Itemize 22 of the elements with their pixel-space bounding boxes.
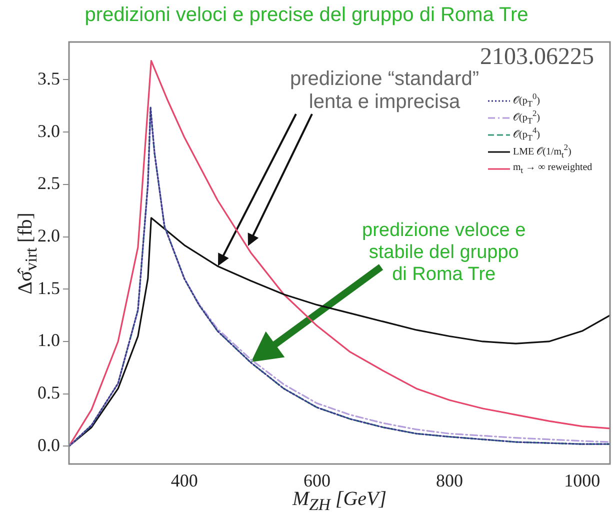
legend-label: 𝒪(p$_{T}$$^{4}$) [513,126,540,143]
y-tick-label: 3.5 [38,68,60,88]
x-tick-label: 1000 [564,470,600,491]
x-tick-label: 400 [170,470,198,491]
x-tick-label: 600 [303,470,330,491]
x-tick-label: 800 [436,470,464,491]
y-tick-label: 0.0 [38,434,60,455]
chart-title: predizioni veloci e precise del gruppo di Roma Tre [84,4,530,27]
y-tick-label: 3.0 [38,120,60,141]
x-axis-title: M$_{ZH}$ [GeV] [292,488,387,514]
y-tick-label: 2.5 [38,173,60,194]
annotation: 2103.06225 [480,44,594,71]
legend-label: m$_{t}$ → ∞ reweighted [513,162,592,175]
annotation: predizione veloce e stabile del gruppo di Roma Tre [362,220,526,286]
legend-label: 𝒪(p$_{T}$$^{0}$) [513,92,540,109]
legend-label: 𝒪(p$_{T}$$^{2}$) [513,109,540,126]
annotation: predizione “standard” lenta e imprecisa [290,68,479,114]
y-tick-label: 2.0 [38,226,60,246]
y-tick-label: 1.5 [38,278,60,298]
y-tick-label: 1.0 [38,330,60,350]
y-tick-label: 0.5 [38,382,60,403]
legend-label: LME 𝒪(1/m$_{t}$$^{2}$) [513,143,572,160]
